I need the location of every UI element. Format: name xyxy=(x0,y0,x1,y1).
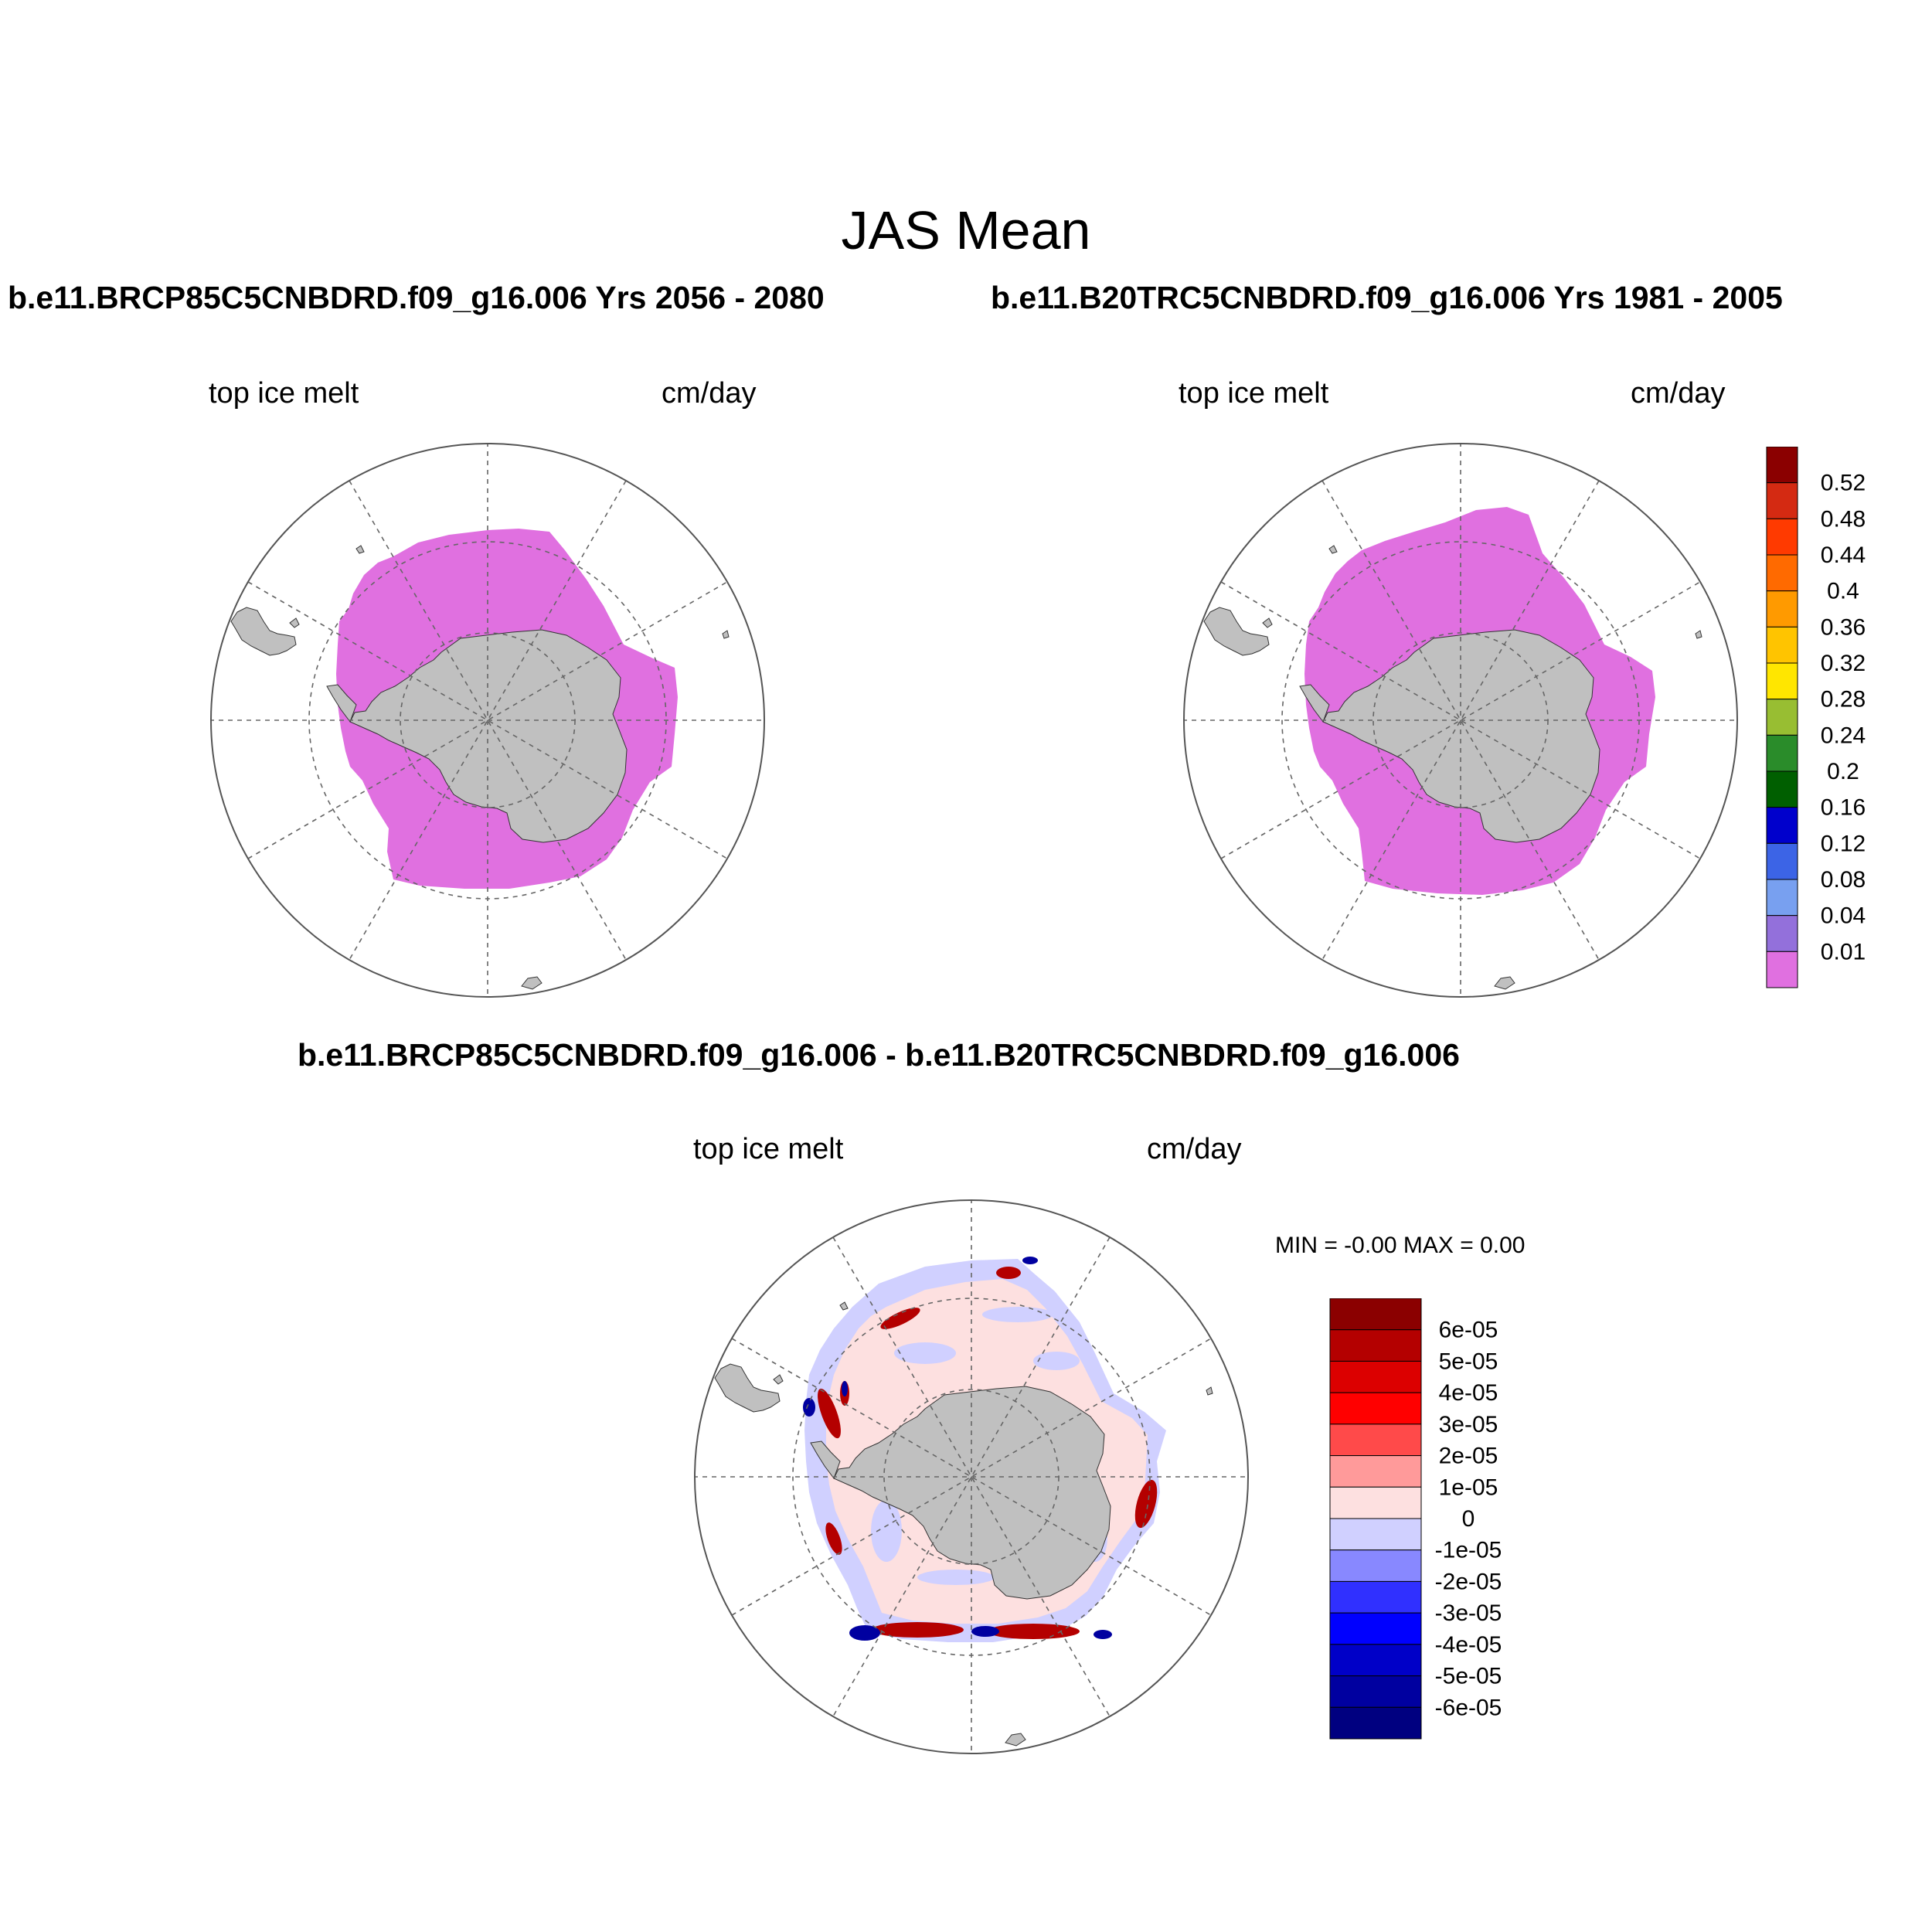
colorbar-swatch xyxy=(1766,662,1798,700)
colorbar-tick-label: 0.28 xyxy=(1821,687,1866,713)
colorbar-swatch xyxy=(1329,1392,1422,1425)
colorbar-tick-label: -1e-05 xyxy=(1435,1538,1502,1563)
colorbar-swatch xyxy=(1766,554,1798,592)
colorbar-swatch xyxy=(1766,626,1798,664)
positive-diff-hotspots xyxy=(818,1267,1158,1639)
colorbar-swatch xyxy=(1766,699,1798,736)
colorbar-swatch xyxy=(1329,1644,1422,1677)
colorbar-tick-label: 4e-05 xyxy=(1439,1380,1498,1406)
diff-colorbar: 6e-05 5e-05 4e-05 3e-05 2e-05 1e-05 0 -1e-05 -2e… xyxy=(1329,1298,1502,1740)
colorbar-swatch xyxy=(1766,770,1798,808)
colorbar-swatch xyxy=(1766,842,1798,880)
top-right-polar-map xyxy=(1183,443,1738,998)
top-left-units-label: cm/day xyxy=(662,377,757,410)
map-graticule xyxy=(211,444,764,997)
colorbar-tick-label: 6e-05 xyxy=(1439,1318,1498,1343)
colorbar-swatch xyxy=(1766,447,1798,484)
colorbar-swatch xyxy=(1329,1455,1422,1488)
colorbar-tick-label: 5e-05 xyxy=(1439,1349,1498,1374)
colorbar-tick-label: -4e-05 xyxy=(1435,1632,1502,1658)
colorbar-swatch xyxy=(1766,879,1798,917)
colorbar-tick-label: 2e-05 xyxy=(1439,1444,1498,1469)
colorbar-tick-label: 0.44 xyxy=(1821,543,1866,568)
diff-units-label: cm/day xyxy=(1147,1133,1242,1165)
colorbar-swatch xyxy=(1329,1518,1422,1551)
colorbar-swatch xyxy=(1766,807,1798,844)
top-colorbar: 0.52 0.48 0.44 0.4 0.36 0.32 0.28 0.24 0.2 0.16 0.… xyxy=(1766,447,1866,988)
colorbar-tick-label: -3e-05 xyxy=(1435,1600,1502,1626)
colorbar-swatch xyxy=(1766,518,1798,556)
colorbar-swatch xyxy=(1329,1675,1422,1708)
colorbar-tick-label: -2e-05 xyxy=(1435,1569,1502,1594)
top-right-case-title: b.e11.B20TRC5CNBDRD.f09_g16.006 Yrs 1981… xyxy=(991,280,1783,315)
colorbar-tick-label: 3e-05 xyxy=(1439,1412,1498,1437)
map-boundary-circle xyxy=(694,1199,1249,1754)
colorbar-swatch xyxy=(1329,1486,1422,1519)
colorbar-swatch xyxy=(1329,1298,1422,1331)
colorbar-tick-label: 0.24 xyxy=(1821,723,1866,748)
colorbar-tick-label: 0.12 xyxy=(1821,831,1866,856)
colorbar-swatch xyxy=(1329,1329,1422,1362)
colorbar-tick-label: 0.04 xyxy=(1821,903,1866,929)
colorbar-swatch xyxy=(1329,1706,1422,1740)
colorbar-tick-label: 0.36 xyxy=(1821,614,1866,640)
top-left-variable-label: top ice melt xyxy=(209,377,359,410)
colorbar-tick-label: -5e-05 xyxy=(1435,1664,1502,1689)
top-right-variable-label: top ice melt xyxy=(1179,377,1329,410)
colorbar-tick-label: 0.16 xyxy=(1821,795,1866,821)
colorbar-tick-label: 0.2 xyxy=(1827,759,1859,784)
colorbar-swatch xyxy=(1329,1360,1422,1393)
colorbar-swatch xyxy=(1329,1549,1422,1582)
colorbar-swatch xyxy=(1766,915,1798,952)
map-graticule xyxy=(695,1200,1248,1753)
colorbar-swatch xyxy=(1329,1423,1422,1457)
map-boundary-circle xyxy=(210,443,765,998)
main-title: JAS Mean xyxy=(841,200,1091,260)
colorbar-tick-label: 0.32 xyxy=(1821,651,1866,676)
top-right-units-label: cm/day xyxy=(1631,377,1726,410)
colorbar-swatch xyxy=(1766,951,1798,988)
colorbar-swatch xyxy=(1329,1612,1422,1645)
diff-variable-label: top ice melt xyxy=(693,1133,844,1165)
top-left-polar-map xyxy=(210,443,765,998)
map-boundary-circle xyxy=(1183,443,1738,998)
top-left-case-title: b.e11.BRCP85C5CNBDRD.f09_g16.006 Yrs 205… xyxy=(8,280,825,315)
colorbar-tick-label: -6e-05 xyxy=(1435,1695,1502,1720)
negative-diff-hotspots xyxy=(803,1257,1112,1641)
colorbar-tick-label: 0.52 xyxy=(1821,471,1866,496)
colorbar-swatch xyxy=(1766,734,1798,772)
colorbar-tick-label: 0 xyxy=(1462,1506,1475,1532)
diff-minmax-label: MIN = -0.00 MAX = 0.00 xyxy=(1275,1233,1526,1258)
difference-polar-map xyxy=(694,1199,1249,1754)
colorbar-tick-label: 0.08 xyxy=(1821,867,1866,893)
diff-case-title: b.e11.BRCP85C5CNBDRD.f09_g16.006 - b.e11… xyxy=(298,1037,1460,1073)
colorbar-swatch xyxy=(1329,1580,1422,1614)
colorbar-swatch xyxy=(1766,482,1798,519)
colorbar-tick-label: 0.4 xyxy=(1827,579,1859,604)
colorbar-tick-label: 0.01 xyxy=(1821,939,1866,964)
colorbar-swatch xyxy=(1766,590,1798,628)
colorbar-tick-label: 1e-05 xyxy=(1439,1475,1498,1500)
map-graticule xyxy=(1184,444,1737,997)
colorbar-tick-label: 0.48 xyxy=(1821,506,1866,532)
